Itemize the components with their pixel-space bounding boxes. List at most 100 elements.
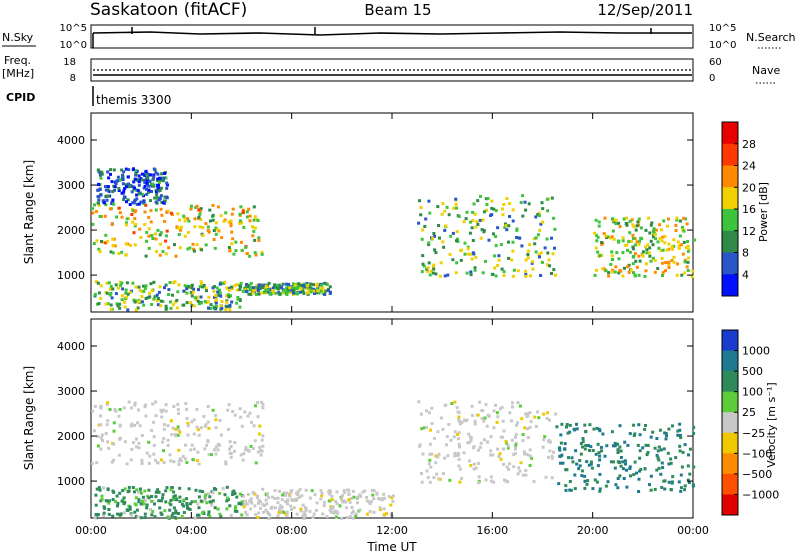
heatmap-cell — [445, 443, 448, 447]
heatmap-cell — [124, 167, 128, 171]
heatmap-cell — [661, 235, 665, 239]
heatmap-cell — [162, 423, 166, 427]
heatmap-cell — [260, 252, 264, 256]
heatmap-cell — [511, 405, 514, 409]
heatmap-cell — [196, 428, 200, 432]
heatmap-cell — [653, 270, 657, 274]
heatmap-cell — [637, 217, 641, 221]
heatmap-cell — [96, 281, 100, 285]
heatmap-cell — [106, 185, 110, 189]
heatmap-cell — [297, 282, 301, 286]
heatmap-cell — [619, 449, 623, 453]
heatmap-cell — [248, 287, 252, 291]
heatmap-cell — [203, 447, 207, 451]
heatmap-cell — [593, 273, 597, 277]
heatmap-cell — [621, 251, 625, 255]
heatmap-cell — [299, 509, 303, 513]
heatmap-cell — [118, 423, 122, 427]
heatmap-cell — [252, 288, 255, 292]
heatmap-cell — [536, 410, 539, 414]
heatmap-cell — [240, 424, 244, 428]
heatmap-cell — [95, 516, 99, 520]
heatmap-cell — [530, 456, 534, 460]
heatmap-cell — [143, 489, 147, 493]
heatmap-cell — [514, 433, 518, 437]
heatmap-cell — [500, 405, 504, 409]
heatmap-cell — [686, 260, 690, 264]
heatmap-cell — [133, 423, 137, 427]
heatmap-cell — [249, 500, 253, 503]
heatmap-cell — [190, 303, 194, 307]
heatmap-cell — [516, 421, 519, 425]
heatmap-cell — [116, 504, 119, 508]
heatmap-cell — [98, 170, 102, 174]
heatmap-cell — [214, 418, 218, 422]
heatmap-cell — [214, 426, 218, 430]
heatmap-cell — [438, 274, 442, 278]
heatmap-cell — [142, 303, 146, 307]
heatmap-cell — [524, 473, 528, 477]
heatmap-cell — [126, 292, 130, 296]
heatmap-cell — [474, 466, 478, 470]
heatmap-cell — [171, 303, 175, 307]
heatmap-cell — [214, 413, 218, 417]
heatmap-cell — [107, 281, 111, 285]
heatmap-cell — [112, 237, 116, 241]
heatmap-cell — [208, 514, 212, 518]
heatmap-cell — [348, 515, 352, 519]
heatmap-cell — [143, 210, 147, 214]
heatmap-cell — [185, 461, 189, 465]
heatmap-cell — [449, 234, 453, 238]
heatmap-cell — [302, 517, 306, 520]
heatmap-cell — [588, 449, 591, 452]
heatmap-cell — [109, 168, 113, 172]
heatmap-cell — [334, 509, 337, 513]
heatmap-cell — [93, 404, 97, 408]
heatmap-cell — [477, 461, 481, 465]
heatmap-cell — [240, 500, 244, 504]
heatmap-cell — [224, 308, 228, 312]
heatmap-cell — [652, 227, 656, 231]
heatmap-cell — [508, 411, 512, 415]
heatmap-cell — [278, 508, 281, 512]
heatmap-cell — [573, 428, 577, 432]
heatmap-cell — [320, 494, 324, 498]
heatmap-cell — [658, 237, 662, 241]
heatmap-cell — [133, 177, 137, 181]
heatmap-cell — [454, 271, 458, 275]
heatmap-cell — [477, 448, 480, 452]
heatmap-cell — [653, 233, 657, 237]
heatmap-cell — [136, 515, 140, 519]
heatmap-cell — [502, 462, 505, 466]
heatmap-cell — [583, 474, 587, 478]
heatmap-cell — [638, 456, 642, 460]
heatmap-cell — [588, 423, 592, 427]
heatmap-cell — [437, 477, 441, 481]
station-title: Saskatoon (fitACF) — [90, 0, 247, 20]
heatmap-cell — [672, 255, 676, 259]
heatmap-cell — [462, 220, 466, 224]
heatmap-cell — [691, 269, 695, 273]
nsearch-tick-low: 10^0 — [709, 40, 736, 51]
heatmap-cell — [351, 489, 355, 493]
heatmap-cell — [516, 472, 520, 476]
heatmap-cell — [241, 211, 245, 215]
heatmap-cell — [629, 474, 632, 478]
heatmap-cell — [257, 501, 260, 505]
heatmap-cell — [134, 496, 138, 500]
heatmap-cell — [573, 473, 577, 477]
heatmap-cell — [505, 465, 509, 469]
heatmap-cell — [479, 194, 482, 198]
heatmap-cell — [264, 508, 268, 512]
heatmap-cell — [651, 430, 655, 434]
heatmap-cell — [639, 468, 643, 471]
heatmap-cell — [137, 408, 140, 412]
heatmap-cell — [176, 408, 180, 412]
heatmap-cell — [510, 258, 514, 262]
heatmap-cell — [117, 286, 121, 290]
heatmap-cell — [317, 291, 321, 295]
heatmap-cell — [443, 274, 447, 278]
colorbar-tick-label: −500 — [742, 468, 772, 481]
heatmap-cell — [440, 212, 444, 216]
heatmap-cell — [339, 497, 343, 501]
